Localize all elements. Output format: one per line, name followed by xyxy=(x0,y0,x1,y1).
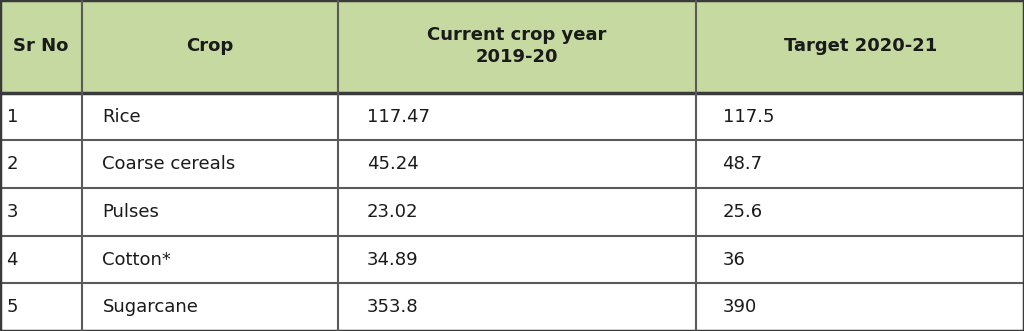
Bar xyxy=(82,0,338,93)
Text: Rice: Rice xyxy=(102,108,141,125)
Bar xyxy=(0,93,82,140)
Bar xyxy=(82,188,338,236)
Bar xyxy=(696,93,1024,140)
Bar xyxy=(0,283,82,331)
Text: Target 2020-21: Target 2020-21 xyxy=(783,37,937,55)
Bar xyxy=(82,140,338,188)
Text: 45.24: 45.24 xyxy=(367,155,419,173)
Text: 117.47: 117.47 xyxy=(367,108,430,125)
Bar xyxy=(0,188,82,236)
Text: 2: 2 xyxy=(6,155,18,173)
Text: 5: 5 xyxy=(6,298,18,316)
Bar xyxy=(338,0,696,93)
Bar xyxy=(696,283,1024,331)
Bar xyxy=(0,140,82,188)
Text: 117.5: 117.5 xyxy=(723,108,774,125)
Bar xyxy=(82,236,338,283)
Text: Coarse cereals: Coarse cereals xyxy=(102,155,236,173)
Text: 48.7: 48.7 xyxy=(723,155,763,173)
Text: Current crop year
2019-20: Current crop year 2019-20 xyxy=(427,26,607,67)
Bar xyxy=(0,0,82,93)
Text: 353.8: 353.8 xyxy=(367,298,418,316)
Bar xyxy=(338,188,696,236)
Bar xyxy=(696,236,1024,283)
Text: 390: 390 xyxy=(723,298,757,316)
Text: Crop: Crop xyxy=(186,37,233,55)
Bar xyxy=(696,0,1024,93)
Bar xyxy=(696,140,1024,188)
Text: Sr No: Sr No xyxy=(13,37,69,55)
Bar xyxy=(338,93,696,140)
Bar xyxy=(0,236,82,283)
Text: 1: 1 xyxy=(6,108,18,125)
Text: 25.6: 25.6 xyxy=(723,203,763,221)
Text: 36: 36 xyxy=(723,251,745,268)
Bar xyxy=(82,283,338,331)
Bar xyxy=(338,140,696,188)
Text: 3: 3 xyxy=(6,203,18,221)
Bar xyxy=(696,188,1024,236)
Bar xyxy=(338,283,696,331)
Text: 34.89: 34.89 xyxy=(367,251,418,268)
Text: Sugarcane: Sugarcane xyxy=(102,298,199,316)
Bar xyxy=(82,93,338,140)
Text: Pulses: Pulses xyxy=(102,203,160,221)
Text: 23.02: 23.02 xyxy=(367,203,418,221)
Text: 4: 4 xyxy=(6,251,18,268)
Text: Cotton*: Cotton* xyxy=(102,251,171,268)
Bar xyxy=(338,236,696,283)
